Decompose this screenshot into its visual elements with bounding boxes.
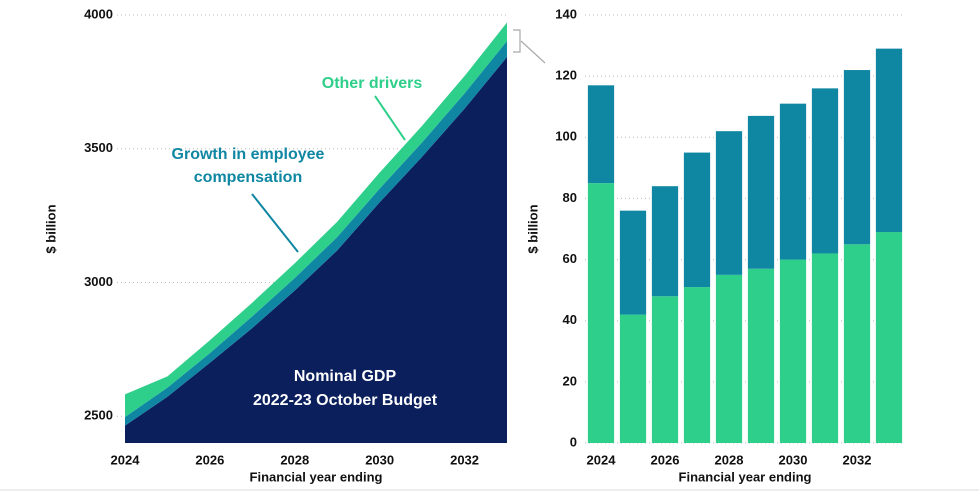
x-tick-label: 2026	[651, 452, 680, 467]
bar-segment	[843, 70, 871, 245]
x-tick-label: 2030	[365, 452, 394, 467]
x-tick-label: 2032	[843, 452, 872, 467]
bar-segment	[619, 314, 647, 443]
series-label: Growth in employee compensation	[171, 146, 325, 186]
y-tick-label: 3500	[84, 140, 113, 155]
bar-segment	[875, 48, 903, 233]
bar-segment	[715, 274, 743, 443]
y-tick-label: 3000	[84, 274, 113, 289]
y-tick-label: 20	[563, 373, 577, 388]
bar-segment	[875, 232, 903, 443]
x-tick-label: 2024	[587, 452, 617, 467]
y-tick-label: 2500	[84, 408, 113, 423]
bar-segment	[843, 244, 871, 443]
bar-segment	[587, 85, 615, 184]
bar-segment	[651, 296, 679, 443]
bar-segment	[779, 103, 807, 260]
y-tick-label: 140	[555, 6, 577, 21]
bar-segment	[811, 253, 839, 443]
x-axis-label: Financial year ending	[250, 469, 383, 484]
x-tick-label: 2028	[280, 452, 309, 467]
bracket	[513, 29, 521, 53]
y-tick-label: 120	[555, 68, 577, 83]
connector	[520, 40, 546, 64]
x-axis-label: Financial year ending	[679, 469, 812, 484]
x-tick-label: 2026	[195, 452, 224, 467]
bar-segment	[683, 287, 711, 443]
y-tick-label: 60	[563, 251, 577, 266]
series-label: Nominal GDP	[293, 368, 397, 385]
y-axis-label: $ billion	[43, 204, 58, 253]
x-tick-label: 2028	[715, 452, 744, 467]
bar-segment	[747, 268, 775, 443]
annotation: 2022-23 October Budget	[252, 392, 438, 409]
bar-segment	[811, 88, 839, 254]
y-tick-label: 100	[555, 129, 577, 144]
y-tick-label: 0	[570, 434, 577, 449]
bar-segment	[651, 186, 679, 297]
y-tick-label: 40	[563, 312, 577, 327]
bar-segment	[715, 131, 743, 275]
y-axis-label: $ billion	[525, 204, 540, 253]
bar-segment	[683, 152, 711, 288]
x-tick-label: 2030	[779, 452, 808, 467]
bar-segment	[747, 115, 775, 269]
bar-segment	[779, 259, 807, 443]
leader-line	[374, 95, 406, 141]
x-tick-label: 2024	[111, 452, 141, 467]
x-tick-label: 2032	[450, 452, 479, 467]
y-tick-label: 80	[563, 190, 577, 205]
y-tick-label: 4000	[84, 6, 113, 21]
series-label: Other drivers	[321, 75, 423, 92]
leader-line	[251, 193, 299, 253]
area-layer	[125, 56, 507, 444]
bar-segment	[587, 183, 615, 443]
bar-segment	[619, 210, 647, 315]
